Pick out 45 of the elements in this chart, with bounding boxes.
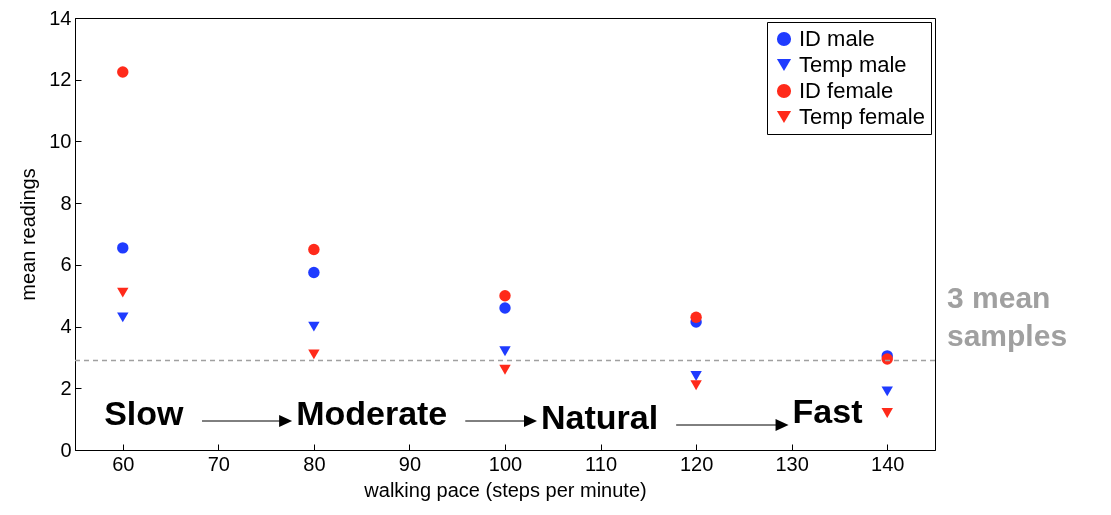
point [881, 386, 893, 397]
annotation: Fast [792, 392, 863, 430]
point [308, 349, 320, 360]
x-axis-title: walking pace (steps per minute) [363, 478, 647, 501]
legend-label: Temp male [799, 52, 907, 77]
y-tick-label: 8 [60, 191, 72, 214]
x-tick-label: 80 [303, 452, 326, 475]
point [499, 290, 511, 302]
point [308, 321, 320, 332]
y-tick-label: 4 [60, 315, 72, 338]
point [499, 364, 511, 375]
annotation: Moderate [296, 394, 448, 432]
legend-label: ID female [799, 78, 894, 103]
annotation: Natural [541, 398, 659, 436]
x-tick-label: 60 [112, 452, 135, 475]
point [690, 380, 702, 391]
point [690, 311, 702, 323]
point [117, 242, 129, 254]
point [499, 302, 511, 314]
ref-line-label: 3 mean samples [947, 279, 1069, 354]
point [499, 346, 511, 357]
y-tick-label: 6 [60, 253, 72, 276]
x-tick-label: 90 [398, 452, 422, 475]
point [690, 371, 702, 381]
legend-label: ID male [799, 26, 875, 51]
y-tick-label: 0 [60, 438, 72, 461]
x-tick-label: 100 [488, 452, 523, 475]
y-axis-title: mean readings [17, 168, 40, 301]
point [117, 312, 129, 323]
point [308, 266, 320, 279]
point [881, 408, 893, 418]
y-tick-label: 10 [49, 129, 72, 152]
x-tick-label: 70 [207, 452, 230, 475]
y-tick-label: 2 [60, 376, 72, 399]
legend-label: Temp female [799, 104, 925, 129]
x-tick-label: 120 [679, 452, 714, 475]
x-tick-label: 140 [871, 452, 905, 475]
point [117, 287, 129, 298]
point [117, 66, 129, 78]
x-tick-label: 130 [775, 452, 809, 475]
x-tick-label: 110 [585, 452, 617, 475]
annotation: Slow [104, 394, 185, 432]
y-tick-label: 12 [49, 68, 72, 91]
point [308, 243, 320, 256]
y-tick-label: 14 [49, 6, 72, 29]
